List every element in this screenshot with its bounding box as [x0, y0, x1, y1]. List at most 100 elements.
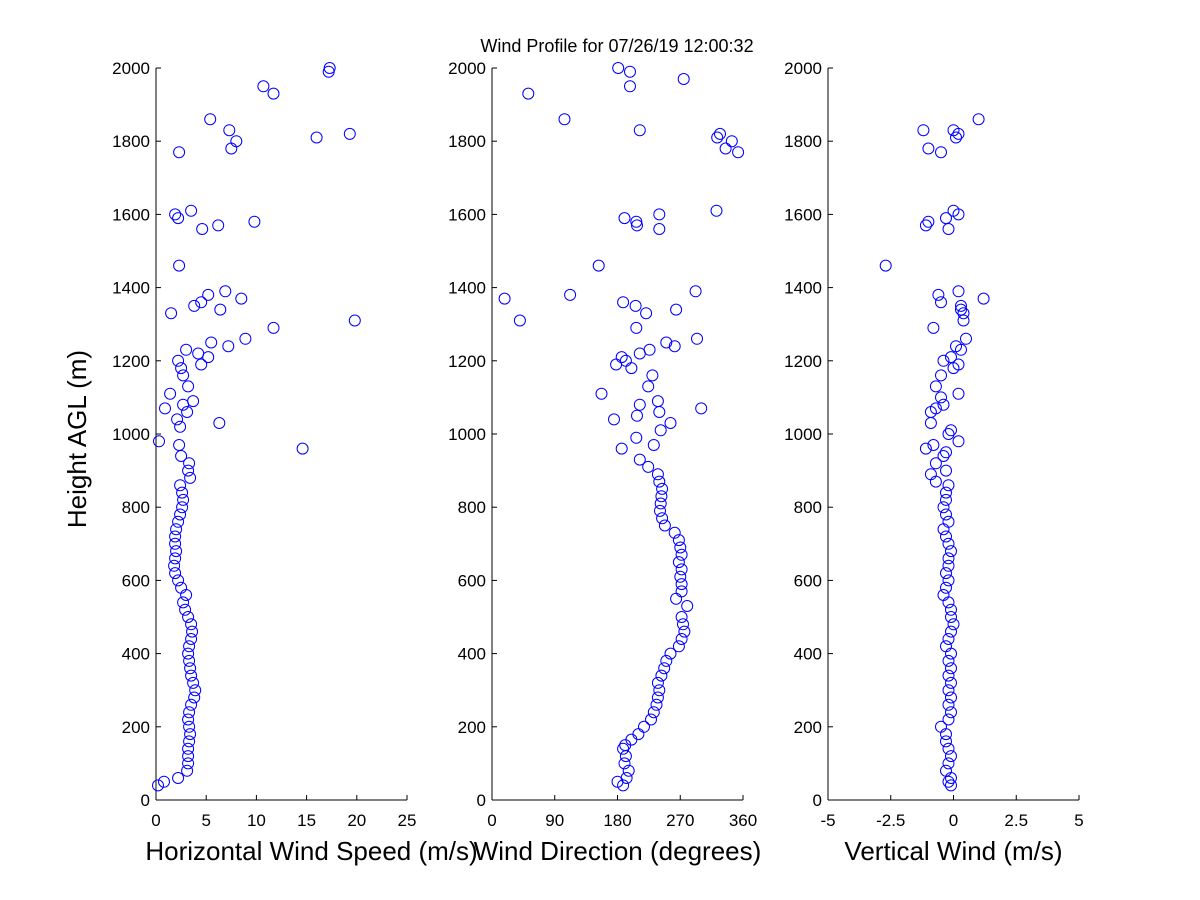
y-tick-label: 200 — [458, 718, 486, 737]
data-point — [230, 135, 243, 148]
data-point — [940, 567, 952, 580]
data-point — [159, 402, 171, 415]
data-point — [714, 127, 726, 140]
data-point — [672, 534, 685, 547]
y-tick-label: 1600 — [448, 205, 486, 224]
data-point — [945, 424, 957, 437]
data-point — [182, 713, 195, 726]
data-point — [660, 654, 673, 667]
data-point — [922, 215, 935, 228]
data-point — [674, 541, 687, 554]
data-point — [937, 589, 950, 601]
data-point — [942, 684, 955, 697]
y-tick-label: 1200 — [112, 352, 150, 371]
data-point — [945, 779, 957, 792]
data-point — [929, 380, 942, 393]
data-point — [642, 460, 655, 473]
data-point — [945, 545, 957, 558]
data-point — [935, 146, 947, 159]
y-tick-label: 1000 — [112, 425, 150, 444]
data-point — [664, 417, 677, 429]
y-tick-label: 1000 — [448, 425, 486, 444]
data-point — [173, 146, 186, 159]
data-point — [710, 204, 723, 217]
figure-title: Wind Profile for 07/26/19 12:00:32 — [480, 36, 753, 56]
y-tick-label: 1800 — [112, 132, 150, 151]
y-tick-label: 1400 — [112, 279, 150, 298]
data-point — [189, 684, 202, 697]
data-point — [174, 479, 187, 492]
data-point — [929, 457, 942, 470]
data-point — [187, 395, 200, 408]
data-point — [651, 395, 664, 408]
data-point — [675, 633, 688, 645]
x-tick-label: 180 — [603, 811, 631, 830]
data-point — [945, 772, 957, 784]
data-point — [183, 654, 196, 667]
data-point — [181, 764, 194, 777]
data-point — [168, 559, 181, 572]
data-point — [681, 600, 694, 612]
data-point — [522, 87, 535, 100]
data-point — [655, 490, 668, 503]
data-point — [196, 223, 209, 235]
data-point — [629, 299, 642, 312]
data-point — [153, 435, 165, 448]
data-point — [175, 581, 188, 594]
data-point — [955, 303, 967, 316]
data-point — [164, 387, 177, 400]
data-point — [942, 559, 955, 572]
data-point — [182, 742, 195, 755]
series-markers — [152, 62, 361, 792]
data-point — [672, 640, 685, 653]
data-point — [192, 347, 205, 360]
data-point — [654, 424, 667, 437]
data-point — [945, 750, 957, 763]
data-point — [185, 204, 198, 217]
data-point — [945, 647, 957, 660]
data-point — [670, 592, 683, 605]
data-point — [932, 288, 945, 301]
y-tick-label: 1400 — [448, 279, 486, 298]
data-point — [169, 208, 182, 221]
y-tick-label: 1200 — [448, 352, 486, 371]
data-point — [619, 750, 632, 763]
y-tick-label: 1000 — [784, 425, 822, 444]
x-tick-label: -2.5 — [876, 811, 905, 830]
y-tick-label: 400 — [458, 645, 486, 664]
y-tick-label: 200 — [794, 718, 822, 737]
data-point — [183, 735, 196, 748]
data-point — [653, 208, 666, 221]
x-tick-label: 270 — [666, 811, 694, 830]
data-point — [945, 662, 957, 675]
x-tick-label: 360 — [729, 811, 757, 830]
data-point — [615, 442, 628, 455]
data-point — [937, 354, 950, 367]
panel-3: 0 200 400 600 800 1000 1200 1400 1600 1800 2000 -5 -… — [784, 59, 1084, 866]
y-tick-label: 400 — [122, 645, 150, 664]
x-tick-label: 0 — [949, 811, 958, 830]
data-point — [960, 332, 972, 345]
data-point — [952, 285, 965, 298]
data-point — [257, 80, 270, 93]
data-point — [169, 552, 182, 565]
data-point — [184, 662, 197, 675]
data-point — [732, 146, 745, 159]
data-point — [660, 336, 673, 349]
data-point — [618, 212, 631, 225]
data-point — [668, 340, 681, 353]
data-point — [937, 450, 950, 462]
y-tick-label: 2000 — [448, 59, 486, 78]
data-point — [633, 124, 646, 137]
data-point — [922, 142, 935, 155]
y-tick-label: 600 — [122, 571, 150, 590]
data-point — [169, 567, 182, 580]
data-point — [630, 321, 643, 334]
data-point — [323, 62, 336, 74]
y-axis-title: Height AGL (m) — [62, 350, 92, 528]
data-point — [202, 351, 215, 364]
data-point — [942, 515, 955, 528]
data-point — [188, 299, 201, 312]
data-point — [204, 113, 217, 126]
data-point — [183, 706, 196, 719]
